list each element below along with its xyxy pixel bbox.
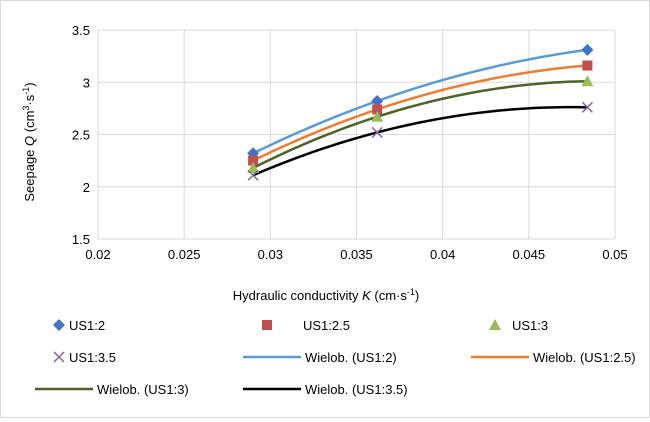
data-point-series-3 [371, 110, 384, 122]
data-point-series-4 [247, 169, 259, 181]
x-tick-labels: 0.02 0.025 0.03 0.035 0.04 0.045 0.05 [85, 247, 627, 262]
data-point-series-3 [581, 75, 594, 87]
y-axis-title: Seepage Q (cm3·s-1) [21, 82, 37, 201]
legend-entry: Wielob. (US1:3) [35, 382, 189, 397]
legend-entry: US1:2 [53, 318, 105, 333]
legend-label: US1:2.5 [303, 318, 350, 333]
x-tick-label: 0.035 [340, 247, 373, 262]
data-point-series-2 [372, 104, 383, 115]
data-point-series-2 [248, 155, 259, 166]
y-tick-label: 3 [83, 75, 90, 90]
legend-entry: US1:3.5 [53, 350, 116, 365]
x-tick-label: 0.045 [513, 247, 546, 262]
legend-entry: US1:3 [489, 318, 548, 333]
y-tick-labels: 1.5 2 2.5 3 3.5 [72, 23, 90, 247]
legend-entry: US1:2.5 [262, 318, 350, 333]
legend-entry: Wielob. (US1:3.5) [243, 382, 408, 397]
y-tick-label: 2.5 [72, 128, 90, 143]
legend-label: US1:3.5 [69, 350, 116, 365]
y-tick-label: 3.5 [72, 23, 90, 38]
data-point-series-4 [581, 101, 593, 113]
x-tick-label: 0.03 [258, 247, 283, 262]
data-point-series-2 [582, 60, 593, 71]
legend-label: US1:3 [512, 318, 548, 333]
legend-marker [489, 319, 501, 330]
legend: US1:2 US1:2.5 US1:3 US1:3.5 Wielob. (US1:2) W… [35, 318, 636, 397]
trendline-2 [252, 64, 588, 162]
x-tick-label: 0.04 [430, 247, 455, 262]
trendline-4 [252, 105, 588, 177]
legend-marker [53, 351, 65, 363]
x-tick-label: 0.025 [168, 247, 201, 262]
legend-marker [262, 320, 272, 330]
gridlines [97, 29, 616, 240]
legend-label: Wielob. (US1:3.5) [305, 382, 408, 397]
x-axis-title: Hydraulic conductivity K (cm·s-1) [233, 287, 419, 303]
legend-label: Wielob. (US1:2.5) [533, 350, 636, 365]
trendlines [252, 48, 588, 177]
data-point-series-4 [371, 126, 383, 138]
data-point-series-1 [581, 43, 594, 56]
legend-entry: Wielob. (US1:2) [243, 350, 397, 365]
legend-entry: Wielob. (US1:2.5) [471, 350, 636, 365]
data-point-series-1 [371, 95, 384, 108]
x-tick-label: 0.05 [602, 247, 627, 262]
legend-label: Wielob. (US1:3) [97, 382, 189, 397]
y-tick-label: 1.5 [72, 232, 90, 247]
legend-label: Wielob. (US1:2) [305, 350, 397, 365]
y-tick-label: 2 [83, 180, 90, 195]
legend-label: US1:2 [69, 318, 105, 333]
legend-marker [53, 319, 65, 331]
data-point-series-3 [247, 161, 260, 173]
trendline-1 [252, 48, 588, 155]
x-tick-label: 0.02 [85, 247, 110, 262]
data-markers [247, 43, 594, 181]
trendline-3 [252, 79, 588, 170]
